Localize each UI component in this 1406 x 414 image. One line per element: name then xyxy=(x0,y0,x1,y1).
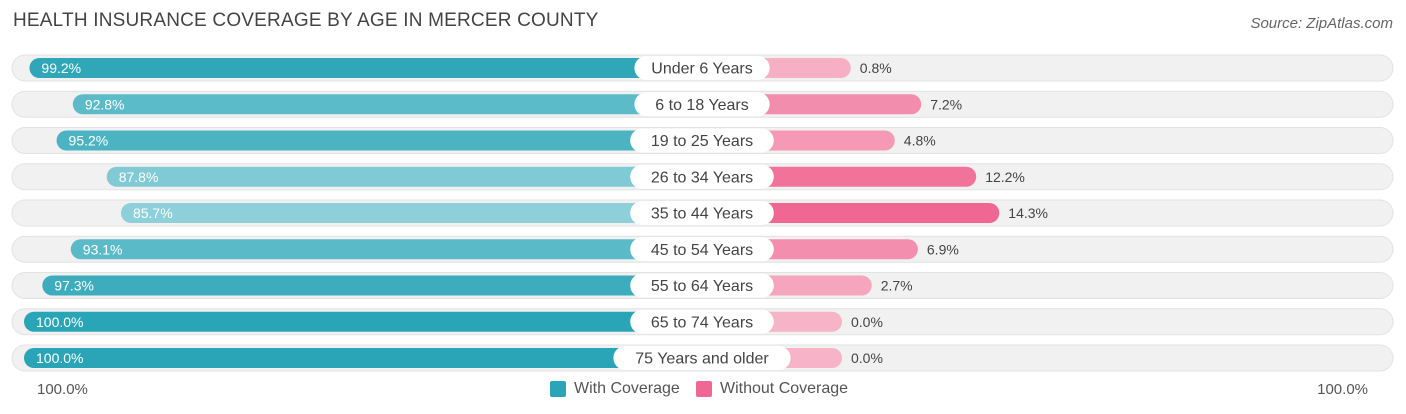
legend-with-coverage: With Coverage xyxy=(550,378,680,400)
bar-with-coverage xyxy=(29,58,702,78)
value-label-without: 0.0% xyxy=(851,314,883,330)
value-label-without: 0.0% xyxy=(851,350,883,366)
value-label-with: 92.8% xyxy=(85,96,125,112)
value-label-with: 100.0% xyxy=(36,314,83,330)
value-label-with: 93.1% xyxy=(83,241,123,257)
bar-with-coverage xyxy=(106,166,702,187)
category-label-bg xyxy=(613,346,791,370)
bar-with-coverage xyxy=(42,275,702,296)
value-label-without: 4.8% xyxy=(904,133,936,149)
value-label-with: 87.8% xyxy=(119,169,159,185)
category-label: 65 to 74 Years xyxy=(651,314,753,331)
chart-source: Source: ZipAtlas.com xyxy=(1250,15,1393,32)
category-label-bg xyxy=(630,273,774,298)
category-label: 6 to 18 Years xyxy=(655,97,748,114)
bar-with-coverage xyxy=(70,239,703,260)
value-label-with: 99.2% xyxy=(41,60,81,76)
bar-with-coverage xyxy=(24,311,702,332)
bar-with-coverage xyxy=(24,348,702,368)
category-label: 35 to 44 Years xyxy=(651,206,753,223)
legend-label-with: With Coverage xyxy=(574,380,680,397)
legend-label-without: Without Coverage xyxy=(720,380,849,397)
legend-without-coverage: Without Coverage xyxy=(696,378,848,400)
value-label-without: 12.2% xyxy=(985,169,1025,185)
chart-title: HEALTH INSURANCE COVERAGE BY AGE IN MERC… xyxy=(13,10,599,31)
value-label-with: 97.3% xyxy=(54,278,94,294)
axis-left-label: 100.0% xyxy=(37,381,88,398)
bar-with-coverage xyxy=(56,130,702,151)
axis-right-label: 100.0% xyxy=(1317,381,1368,398)
category-label-bg xyxy=(630,237,774,262)
category-label-bg xyxy=(630,309,774,334)
category-label-bg xyxy=(630,128,774,153)
category-label-bg xyxy=(630,201,774,225)
category-label-bg xyxy=(634,56,770,80)
category-label-bg xyxy=(634,92,770,117)
category-label-bg xyxy=(630,164,774,189)
value-label-without: 6.9% xyxy=(927,241,959,257)
bar-with-coverage xyxy=(120,203,703,223)
value-label-with: 95.2% xyxy=(69,133,109,149)
category-label: 26 to 34 Years xyxy=(651,169,753,186)
category-label: 55 to 64 Years xyxy=(651,278,753,295)
legend-swatch-without xyxy=(696,381,712,397)
bar-without-coverage xyxy=(702,203,1000,223)
category-label: 45 to 54 Years xyxy=(651,242,753,259)
value-label-without: 14.3% xyxy=(1008,205,1048,221)
bar-with-coverage xyxy=(72,94,703,115)
category-label: Under 6 Years xyxy=(651,61,752,78)
category-label: 75 Years and older xyxy=(635,351,769,368)
category-label: 19 to 25 Years xyxy=(651,133,753,150)
value-label-without: 2.7% xyxy=(881,278,913,294)
value-label-with: 85.7% xyxy=(133,205,173,221)
value-label-without: 7.2% xyxy=(930,96,962,112)
value-label-without: 0.8% xyxy=(860,60,892,76)
value-label-with: 100.0% xyxy=(36,350,83,366)
legend-swatch-with xyxy=(550,381,566,397)
